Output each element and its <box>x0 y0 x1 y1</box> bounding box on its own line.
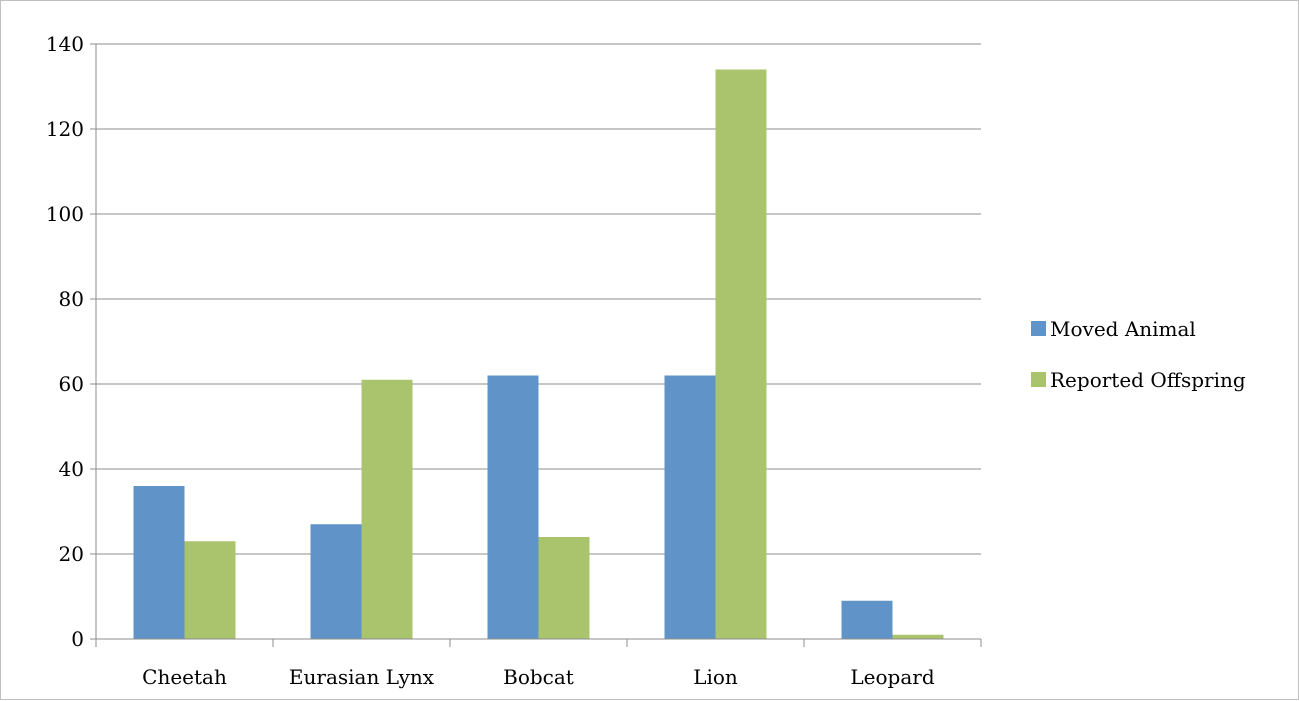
bar-reported-offspring-eurasian-lynx <box>361 379 413 639</box>
y-tick-label: 20 <box>59 542 84 566</box>
legend-swatch-moved-animal <box>1031 321 1046 336</box>
x-category-label: Bobcat <box>503 665 574 689</box>
x-category-label: Lion <box>693 665 738 689</box>
y-tick-label: 60 <box>59 372 84 396</box>
y-tick-label: 40 <box>59 457 84 481</box>
bar-moved-animal-cheetah <box>133 486 185 639</box>
bar-moved-animal-leopard <box>841 600 893 639</box>
x-category-label: Leopard <box>850 665 934 689</box>
legend-label: Reported Offspring <box>1050 368 1246 392</box>
legend-label: Moved Animal <box>1050 317 1196 341</box>
bar-reported-offspring-leopard <box>892 634 944 639</box>
bar-moved-animal-lion <box>664 375 716 639</box>
y-tick-label: 140 <box>46 32 84 56</box>
legend-swatch-reported-offspring <box>1031 372 1046 387</box>
bars <box>133 69 944 639</box>
y-tick-label: 80 <box>59 287 84 311</box>
x-category-label: Eurasian Lynx <box>289 665 435 689</box>
y-axis-ticks: 0 20 40 60 80 100 120 140 <box>46 32 96 651</box>
y-tick-label: 100 <box>46 202 84 226</box>
y-tick-label: 120 <box>46 117 84 141</box>
y-tick-label: 0 <box>71 627 84 651</box>
axes <box>90 44 982 647</box>
bar-reported-offspring-lion <box>715 69 767 639</box>
x-axis-labels: Cheetah Eurasian Lynx Bobcat Lion Leopard <box>142 665 935 689</box>
bar-reported-offspring-bobcat <box>538 537 590 639</box>
legend: Moved Animal Reported Offspring <box>1031 317 1246 392</box>
bar-moved-animal-bobcat <box>487 375 539 639</box>
bar-reported-offspring-cheetah <box>184 541 236 639</box>
bar-moved-animal-eurasian-lynx <box>310 524 362 639</box>
x-category-label: Cheetah <box>142 665 227 689</box>
